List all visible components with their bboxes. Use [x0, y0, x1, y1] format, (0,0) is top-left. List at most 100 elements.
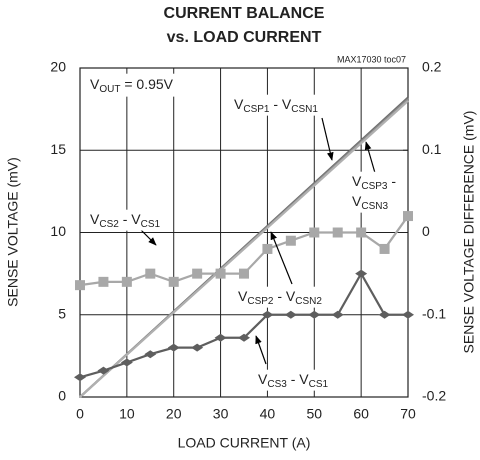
x-tick-label: 20 [166, 406, 182, 422]
annotation-arrow [255, 335, 267, 365]
marker [331, 310, 344, 319]
x-tick-label: 40 [260, 406, 276, 422]
marker [285, 235, 296, 246]
marker [378, 310, 391, 319]
y-tick-label: 15 [50, 141, 66, 157]
text-part: 0.95V [136, 76, 173, 92]
annotation-background [86, 73, 178, 97]
series-label: VCS2 - VCS1 [90, 211, 160, 230]
marker [356, 227, 367, 238]
marker [332, 227, 343, 238]
y-tick-label: 20 [50, 59, 66, 75]
label-background [255, 369, 332, 391]
marker [121, 276, 132, 287]
x-tick-label: 10 [119, 406, 135, 422]
text-subscript: CS3 [267, 379, 287, 390]
label-background [231, 94, 322, 116]
text-part: V [352, 173, 362, 189]
x-tick-label: 60 [353, 406, 369, 422]
marker [238, 333, 250, 342]
annotation-arrow [270, 231, 293, 285]
text-subscript: CS1 [141, 219, 161, 230]
text-part: V [90, 211, 100, 227]
text-subscript: CS2 [99, 219, 119, 230]
annotation-arrow [321, 117, 334, 161]
text-part: = [124, 76, 136, 92]
y2-tick-label: 0.1 [422, 141, 442, 157]
marker [239, 268, 249, 279]
x-tick-label: 50 [306, 406, 322, 422]
text-subscript: CSN3 [361, 201, 388, 212]
text-part: V [352, 193, 362, 209]
text-subscript: CSN1 [291, 104, 318, 115]
label-background [235, 286, 326, 308]
text-part: V [282, 96, 292, 112]
text-part: - [277, 288, 286, 304]
marker [308, 310, 321, 319]
marker [144, 350, 157, 359]
text-part: V [258, 371, 268, 387]
text-part: - [123, 211, 132, 227]
marker [215, 268, 226, 279]
text-part: V [238, 288, 248, 304]
marker [261, 310, 274, 319]
y-tick-label: 10 [50, 223, 66, 239]
chart-subtitle: vs. LOAD CURRENT [167, 29, 322, 46]
marker [167, 343, 180, 352]
y2-tick-label: -0.2 [422, 388, 446, 404]
x-tick-label: 30 [213, 406, 229, 422]
series-line [79, 100, 409, 398]
marker [355, 269, 368, 278]
marker [145, 268, 156, 279]
marker [192, 268, 203, 279]
marker [191, 343, 204, 352]
plot-frame [79, 67, 409, 398]
series-label: VCSP3 - VCSN3 [352, 173, 400, 212]
y-tick-label: 0 [58, 388, 66, 404]
y2-axis-label: SENSE VOLTAGE DIFFERENCE (mV) [461, 111, 477, 354]
chart-title: CURRENT BALANCE [164, 5, 325, 22]
marker [262, 243, 273, 254]
text-part: V [234, 96, 244, 112]
marker [403, 211, 413, 222]
annotation-arrow [139, 228, 157, 246]
marker [284, 310, 297, 319]
series-label: VCSP1 - VCSN1 [234, 96, 318, 115]
x-tick-label: 70 [400, 406, 416, 422]
marker [98, 276, 109, 287]
y2-tick-label: 0.2 [422, 59, 442, 75]
text-part: V [90, 76, 100, 92]
marker [74, 373, 86, 382]
series-label: VCS3 - VCS1 [258, 371, 328, 390]
y2-tick-label: 0 [422, 223, 430, 239]
x-tick-label: 0 [76, 406, 84, 422]
text-part: - [291, 371, 300, 387]
y-tick-label: 5 [58, 305, 66, 321]
y-axis-label: SENSE VOLTAGE (mV) [5, 157, 21, 307]
annotation-arrow [364, 141, 376, 174]
marker [402, 310, 414, 319]
marker [168, 276, 179, 287]
text-part: V [286, 288, 296, 304]
text-subscript: CSP2 [247, 296, 274, 307]
text-subscript: CSP1 [243, 104, 270, 115]
marker [309, 227, 320, 238]
marker [120, 358, 133, 367]
text-subscript: CSN2 [295, 296, 322, 307]
x-axis-label: LOAD CURRENT (A) [178, 435, 311, 451]
label-background [87, 209, 164, 231]
text-subscript: CSP3 [361, 181, 388, 192]
chart-note: MAX17030 toc07 [337, 54, 406, 64]
text-subscript: CS1 [309, 379, 329, 390]
marker [214, 333, 227, 342]
label-background [349, 171, 403, 213]
marker [97, 366, 110, 375]
text-subscript: OUT [99, 84, 120, 95]
marker [379, 243, 390, 254]
text-part: V [131, 211, 141, 227]
y2-tick-label: -0.1 [422, 305, 446, 321]
text-part: - [273, 96, 282, 112]
annotation: VOUT = 0.95V [90, 76, 174, 95]
text-part: V [299, 371, 309, 387]
